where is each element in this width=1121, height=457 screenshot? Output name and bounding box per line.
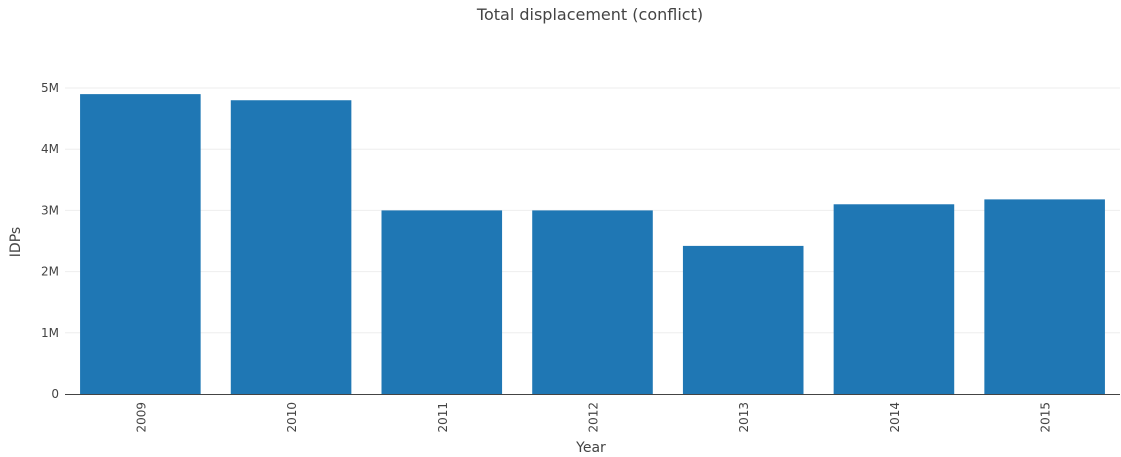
bar-2009 — [80, 94, 201, 395]
bar-2013 — [682, 245, 804, 394]
y-tick-label: 1M — [41, 326, 59, 340]
bar-2010 — [230, 100, 352, 395]
x-tick-label: 2015 — [1039, 402, 1053, 433]
x-axis-ticks: 2009 2010 2011 2012 2013 2014 2015 — [134, 402, 1052, 433]
y-tick-label: 3M — [41, 203, 59, 217]
x-axis-label: Year — [575, 440, 606, 456]
y-tick-label: 2M — [41, 265, 59, 279]
x-tick-label: 2013 — [737, 402, 751, 433]
y-tick-label: 0 — [51, 387, 59, 401]
bars — [80, 94, 1105, 395]
bar-2011 — [381, 210, 503, 394]
chart-title: Total displacement (conflict) — [476, 5, 703, 24]
x-tick-label: 2010 — [285, 402, 299, 433]
x-tick-label: 2014 — [888, 402, 902, 433]
y-tick-label: 5M — [41, 81, 59, 95]
bar-2015 — [984, 199, 1105, 394]
bar-2012 — [532, 210, 653, 394]
bar-2014 — [833, 204, 955, 394]
x-tick-label: 2012 — [587, 402, 601, 433]
y-axis-label: IDPs — [8, 227, 24, 257]
x-tick-label: 2009 — [134, 402, 148, 433]
y-axis-ticks: 0 1M 2M 3M 4M 5M — [41, 81, 59, 401]
x-tick-label: 2011 — [436, 402, 450, 433]
y-tick-label: 4M — [41, 142, 59, 156]
